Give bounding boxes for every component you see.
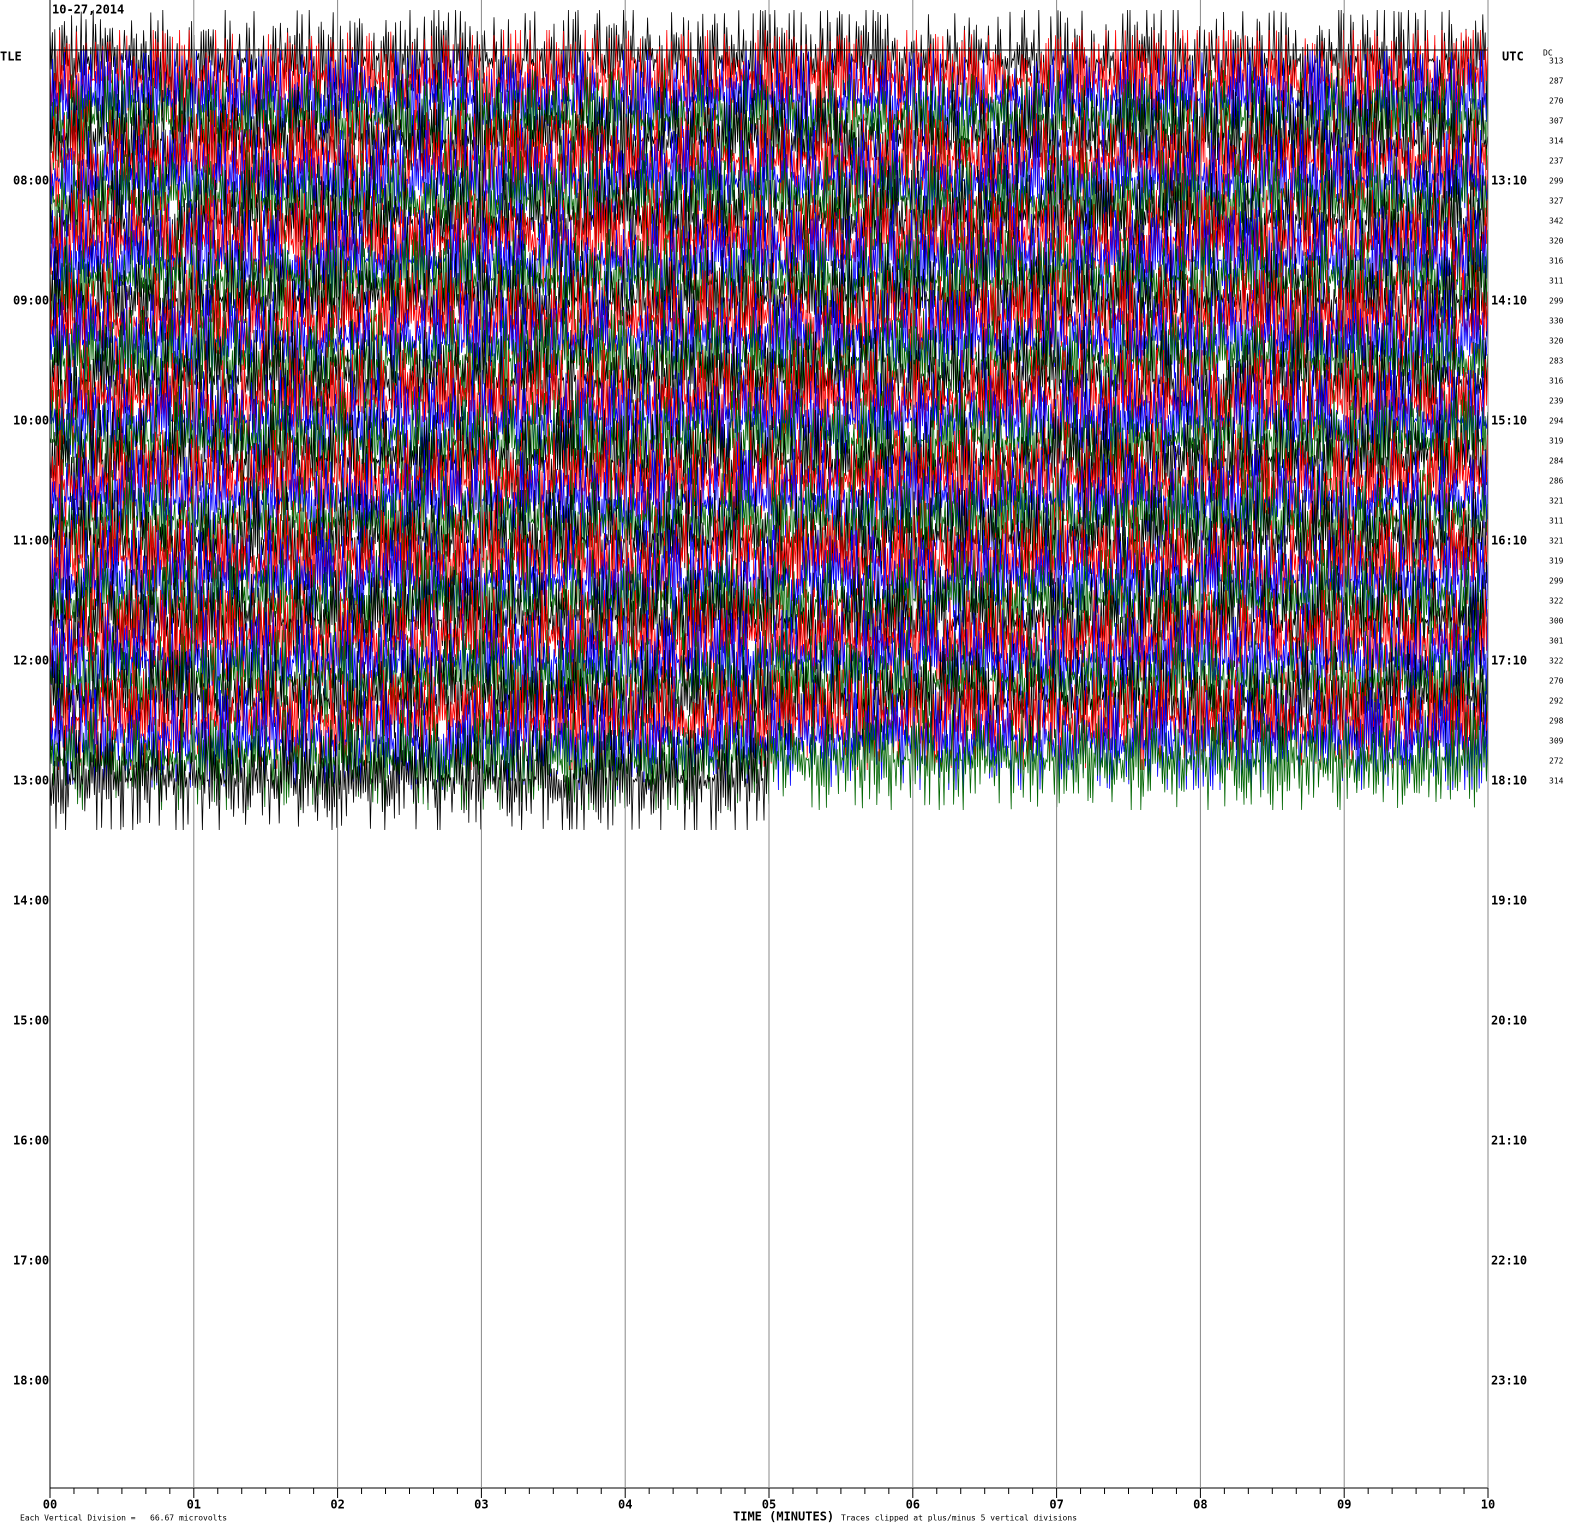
x-tick-label: 05 xyxy=(762,1498,776,1512)
dc-value: 270 xyxy=(1549,677,1564,686)
dc-value: 309 xyxy=(1549,737,1564,746)
dc-value: 284 xyxy=(1549,457,1564,466)
right-time: 17:10 xyxy=(1491,654,1527,668)
dc-value: 299 xyxy=(1549,177,1564,186)
trace xyxy=(49,729,770,831)
dc-value: 292 xyxy=(1549,697,1564,706)
dc-value: 299 xyxy=(1549,297,1564,306)
dc-value: 321 xyxy=(1549,537,1564,546)
x-label: TIME (MINUTES) xyxy=(733,1510,834,1524)
left-time: 09:00 xyxy=(13,294,49,308)
x-tick-label: 03 xyxy=(474,1498,488,1512)
right-time: 15:10 xyxy=(1491,414,1527,428)
x-tick-label: 07 xyxy=(1049,1498,1063,1512)
left-title: TLE xyxy=(0,50,22,64)
right-time: 19:10 xyxy=(1491,894,1527,908)
right-time: 22:10 xyxy=(1491,1254,1527,1268)
left-time: 10:00 xyxy=(13,414,49,428)
date: 10-27,2014 xyxy=(52,3,124,17)
right-title: UTC xyxy=(1502,50,1524,64)
dc-value: 316 xyxy=(1549,377,1564,386)
dc-value: 313 xyxy=(1549,57,1564,66)
dc-value: 283 xyxy=(1549,357,1564,366)
dc-value: 287 xyxy=(1549,77,1564,86)
dc-value: 330 xyxy=(1549,317,1564,326)
x-tick-label: 00 xyxy=(43,1498,57,1512)
right-time: 18:10 xyxy=(1491,774,1527,788)
dc-value: 320 xyxy=(1549,337,1564,346)
dc-value: 314 xyxy=(1549,777,1564,786)
x-tick-label: 02 xyxy=(330,1498,344,1512)
dc-value: 316 xyxy=(1549,257,1564,266)
dc-value: 342 xyxy=(1549,217,1564,226)
dc-value: 320 xyxy=(1549,237,1564,246)
x-tick-label: 10 xyxy=(1481,1498,1495,1512)
dc-value: 319 xyxy=(1549,557,1564,566)
dc-value: 299 xyxy=(1549,577,1564,586)
left-time: 08:00 xyxy=(13,174,49,188)
left-time: 15:00 xyxy=(13,1014,49,1028)
dc-value: 300 xyxy=(1549,617,1564,626)
dc-value: 322 xyxy=(1549,597,1564,606)
dc-value: 322 xyxy=(1549,657,1564,666)
dc-value: 286 xyxy=(1549,477,1564,486)
right-time: 23:10 xyxy=(1491,1374,1527,1388)
left-time: 17:00 xyxy=(13,1254,49,1268)
dc-value: 301 xyxy=(1549,637,1564,646)
dc-value: 327 xyxy=(1549,197,1564,206)
x-tick-label: 06 xyxy=(906,1498,920,1512)
x-tick-label: 01 xyxy=(187,1498,201,1512)
dc-value: 307 xyxy=(1549,117,1564,126)
dc-value: 270 xyxy=(1549,97,1564,106)
right-time: 16:10 xyxy=(1491,534,1527,548)
right-time: 13:10 xyxy=(1491,174,1527,188)
x-tick-label: 08 xyxy=(1193,1498,1207,1512)
right-time: 21:10 xyxy=(1491,1134,1527,1148)
dc-value: 311 xyxy=(1549,517,1564,526)
left-time: 14:00 xyxy=(13,894,49,908)
left-time: 11:00 xyxy=(13,534,49,548)
dc-value: 272 xyxy=(1549,757,1564,766)
dc-value: 314 xyxy=(1549,137,1564,146)
right-time: 20:10 xyxy=(1491,1014,1527,1028)
footer-left: Each Vertical Division = 66.67 microvolt… xyxy=(20,1514,227,1523)
dc-value: 237 xyxy=(1549,157,1564,166)
dc-title: DC xyxy=(1543,49,1553,58)
dc-value: 319 xyxy=(1549,437,1564,446)
dc-value: 239 xyxy=(1549,397,1564,406)
dc-value: 311 xyxy=(1549,277,1564,286)
dc-value: 294 xyxy=(1549,417,1564,426)
dc-value: 298 xyxy=(1549,717,1564,726)
left-time: 13:00 xyxy=(13,774,49,788)
x-tick-label: 04 xyxy=(618,1498,632,1512)
right-time: 14:10 xyxy=(1491,294,1527,308)
left-time: 18:00 xyxy=(13,1374,49,1388)
dc-value: 321 xyxy=(1549,497,1564,506)
footer-right: Traces clipped at plus/minus 5 vertical … xyxy=(841,1514,1077,1523)
x-tick-label: 09 xyxy=(1337,1498,1351,1512)
left-time: 16:00 xyxy=(13,1134,49,1148)
left-time: 12:00 xyxy=(13,654,49,668)
